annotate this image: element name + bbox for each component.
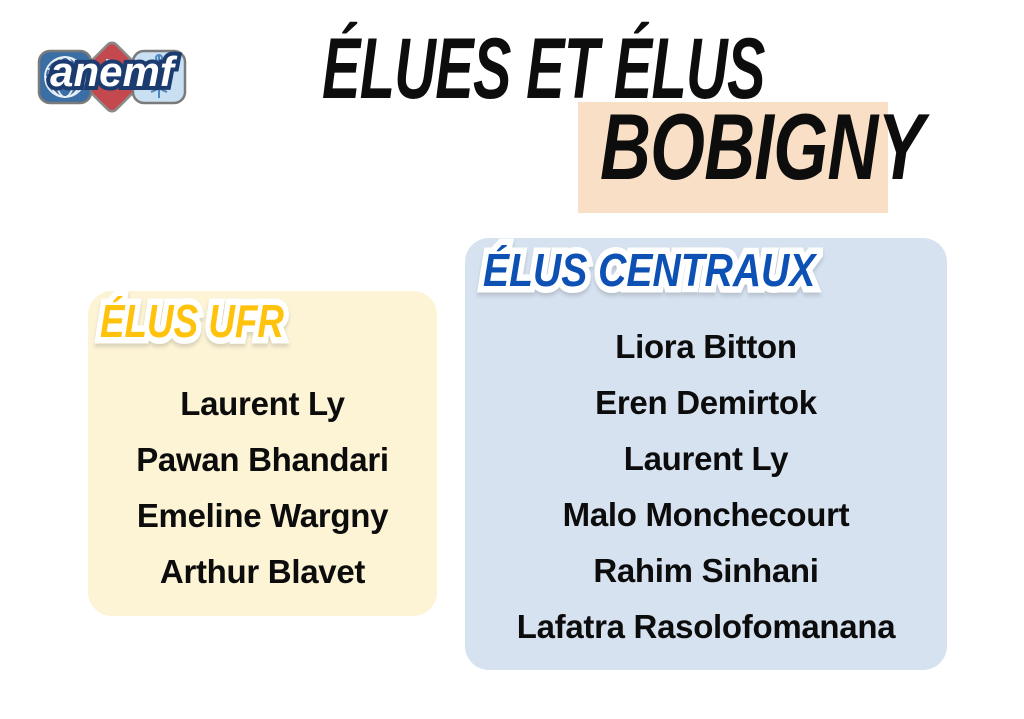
ufr-box-title-outline: ÉLUS UFR — [95, 289, 289, 352]
list-item: Laurent Ly — [623, 440, 789, 477]
list-item: Malo Monchecourt — [562, 496, 850, 533]
list-item: Arthur Blavet — [159, 553, 366, 590]
page-subtitle: BOBIGNY — [600, 94, 925, 199]
centraux-box-title: ÉLUS CENTRAUX ÉLUS CENTRAUX — [477, 238, 820, 301]
list-item: Emeline Wargny — [136, 497, 389, 534]
france-map-icon — [101, 57, 124, 92]
centraux-names-list: Liora Bitton Eren Demirtok Laurent Ly Ma… — [465, 319, 947, 655]
centraux-box: ÉLUS CENTRAUX ÉLUS CENTRAUX Liora Bitton… — [465, 238, 947, 670]
globe-icon — [44, 56, 86, 98]
list-item: Rahim Sinhani — [593, 552, 819, 589]
ufr-names-list: Laurent Ly Pawan Bhandari Emeline Wargny… — [88, 376, 437, 600]
ufr-box-title: ÉLUS UFR ÉLUS UFR — [95, 289, 289, 352]
anemf-logo-text: anemf anemf — [36, 47, 188, 97]
list-item: Eren Demirtok — [595, 384, 817, 421]
anemf-logo: anemf anemf — [36, 38, 188, 116]
centraux-box-title-fill: ÉLUS CENTRAUX — [483, 244, 816, 296]
anemf-logo-text-fill: anemf — [50, 48, 174, 95]
page-title: ÉLUES ET ÉLUS — [322, 21, 765, 117]
ufr-box-title-fill: ÉLUS UFR — [100, 295, 284, 347]
list-item: Laurent Ly — [180, 385, 345, 422]
list-item: Pawan Bhandari — [136, 441, 389, 478]
centraux-box-title-outline: ÉLUS CENTRAUX — [477, 238, 820, 301]
list-item: Liora Bitton — [615, 328, 797, 365]
ufr-box: ÉLUS UFR ÉLUS UFR Laurent Ly Pawan Bhand… — [88, 289, 437, 616]
caduceus-icon — [150, 54, 168, 98]
anemf-logo-graphic — [37, 41, 187, 113]
title-highlight-rect — [578, 102, 888, 213]
list-item: Lafatra Rasolofomanana — [516, 608, 896, 645]
anemf-logo-text-outline: anemf — [46, 47, 178, 97]
